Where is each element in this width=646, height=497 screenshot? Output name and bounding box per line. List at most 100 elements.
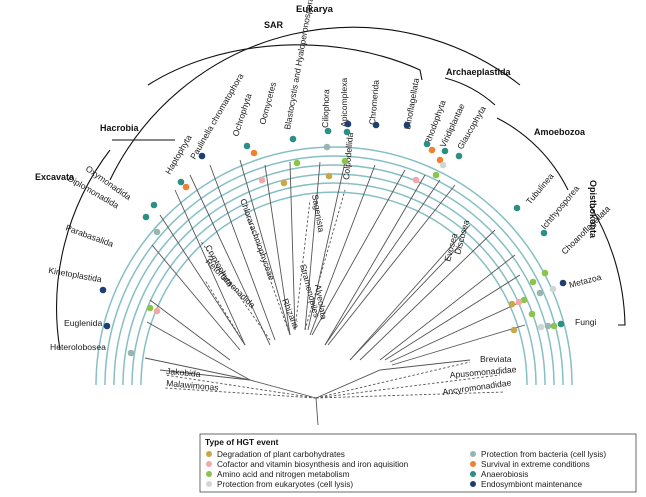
legend-item-label: Endosymbiont maintenance	[481, 480, 582, 489]
event-dot	[324, 127, 332, 135]
label-sar: SAR	[264, 20, 284, 30]
event-dot	[198, 152, 206, 160]
branch-parabasalida	[151, 244, 241, 351]
branch-kinetoplastida	[149, 299, 231, 361]
branch-blastocystis	[289, 161, 296, 331]
event-dot	[536, 289, 544, 297]
legend-swatch	[206, 451, 212, 457]
event-dot	[99, 286, 107, 294]
legend-item-label: Cofactor and vitamin biosynthesis and ir…	[217, 460, 409, 469]
bracket-amoebozoa	[496, 117, 569, 191]
label-chromerida: Chromerida	[367, 79, 381, 125]
branch-discosea	[349, 224, 471, 361]
event-dot	[559, 279, 567, 287]
branch-paulinella	[209, 164, 276, 341]
label-kinetoplastida: Kinetoplastida	[48, 265, 103, 284]
branch-ciliophora	[304, 161, 321, 331]
root-stem	[315, 397, 319, 426]
branch-rhodophyta	[324, 174, 426, 346]
branch-viridiplantae	[324, 179, 441, 346]
event-dot	[540, 229, 548, 237]
event-dot	[550, 322, 558, 330]
legend-swatch	[470, 451, 476, 457]
event-dot	[341, 157, 349, 165]
event-dot	[436, 156, 444, 164]
legend-swatch	[470, 471, 476, 477]
branch-apusomonadidae	[315, 374, 501, 399]
legend-swatch	[206, 471, 212, 477]
branch-ancyromonadidae	[315, 391, 506, 399]
group-brackets	[56, 26, 626, 351]
event-dot	[243, 142, 251, 150]
event-dot	[182, 183, 190, 191]
legend-item-label: Amino acid and nitrogen metabolism	[217, 470, 350, 479]
event-dot	[510, 326, 518, 334]
label-malawimonas: Malawimonas	[166, 378, 219, 393]
label-oomycetes: Oomycetes	[257, 81, 278, 126]
bracket-excavata	[56, 149, 111, 351]
event-dot	[344, 120, 352, 128]
branch-main-right	[315, 359, 471, 399]
branch-oomycetes	[264, 164, 291, 336]
ring-2	[104, 155, 564, 386]
label-euglenida: Euglenida	[64, 318, 102, 328]
hgt-event-markers	[99, 120, 567, 357]
branch-colpodellida	[304, 189, 346, 331]
legend: Type of HGT event Degradation of plant c…	[199, 433, 637, 493]
label-tubulinea: Tubulinea	[524, 171, 556, 206]
branch-haptophyta	[189, 174, 271, 346]
event-dot	[515, 298, 523, 306]
event-dot	[150, 201, 158, 209]
branch-evosea	[349, 244, 461, 361]
event-dot	[280, 179, 288, 187]
label-hacrobia: Hacrobia	[100, 123, 140, 133]
event-dot	[289, 135, 297, 143]
event-dot	[520, 296, 528, 304]
event-dot	[293, 159, 301, 167]
event-dot	[250, 149, 258, 157]
branch-oxymonadida	[174, 189, 246, 346]
legend-item-label: Protection from bacteria (cell lysis)	[481, 450, 606, 459]
event-dot	[508, 300, 516, 308]
event-dot	[146, 304, 154, 312]
label-jakobida: Jakobida	[166, 366, 201, 379]
legend-item-label: Survival in extreme conditions	[481, 460, 590, 469]
label-breviata: Breviata	[480, 354, 512, 364]
branch-ichthyosporea	[379, 254, 516, 361]
branch-tubulinea	[359, 229, 496, 361]
label-opisthokonta: Opisthokonta	[588, 180, 598, 239]
label-excavata: Excavata	[35, 172, 75, 182]
legend-swatch	[470, 481, 476, 487]
event-dot	[513, 204, 521, 212]
branch-metazoa	[389, 299, 526, 363]
branch-apicomplexa	[307, 161, 346, 331]
bracket-sar	[147, 44, 423, 86]
group-labels: Eukarya SAR Archaeplastida Hacrobia Amoe…	[35, 4, 598, 239]
label-ancyromonadidae: Ancyromonadidae	[442, 377, 512, 397]
legend-swatch	[206, 461, 212, 467]
event-dot	[441, 147, 449, 155]
event-dot	[325, 172, 333, 180]
event-dot	[153, 228, 161, 236]
legend-swatch	[470, 461, 476, 467]
event-dot	[403, 121, 411, 129]
label-colpodellida: Colpodellida	[341, 132, 355, 180]
event-dot	[537, 323, 545, 331]
event-dot	[432, 171, 440, 179]
label-ochrophyta: Ochrophyta	[230, 92, 253, 138]
label-ciliophora: Ciliophora	[320, 89, 331, 128]
label-archaeplastida: Archaeplastida	[446, 67, 512, 77]
event-dot	[541, 269, 549, 277]
branch-sagenista	[294, 199, 311, 331]
bracket-opisthokonta	[589, 204, 626, 326]
ring-4	[122, 173, 546, 386]
branch-dinoflagellata	[311, 169, 406, 336]
branch-jakobida	[164, 374, 317, 399]
branch-heterolobosea	[144, 357, 251, 381]
legend-swatch	[206, 481, 212, 487]
event-dot	[412, 176, 420, 184]
bracket-eukarya	[109, 26, 521, 181]
label-sagenista: Sagenista	[310, 194, 327, 234]
